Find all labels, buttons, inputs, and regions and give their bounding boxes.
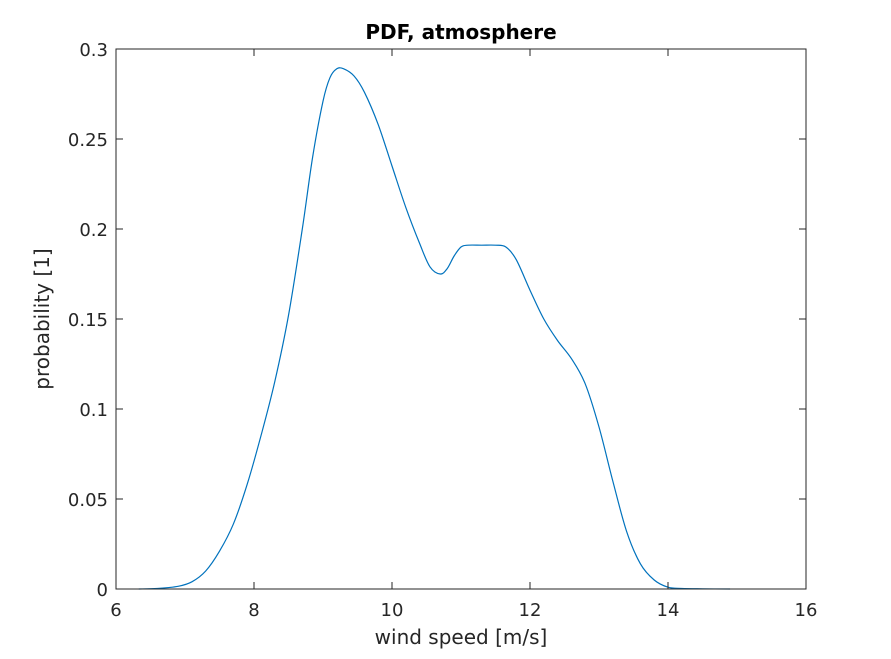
- y-tick-label: 0.25: [68, 130, 108, 151]
- y-tick-label: 0.1: [79, 400, 108, 421]
- x-tick-label: 8: [248, 600, 259, 621]
- y-axis-label: probability [1]: [30, 248, 54, 389]
- x-tick-label: 6: [110, 600, 121, 621]
- y-tick-label: 0.05: [68, 490, 108, 511]
- y-axis-ticks: 0 0.05 0.1 0.15 0.2 0.25 0.3: [68, 40, 806, 601]
- y-tick-label: 0.15: [68, 310, 108, 331]
- y-tick-label: 0.2: [79, 220, 108, 241]
- x-tick-label: 16: [795, 600, 818, 621]
- plot-area: [116, 49, 806, 589]
- y-tick-label: 0: [97, 580, 108, 601]
- curve-layer: [138, 67, 731, 590]
- y-tick-label: 0.3: [79, 40, 108, 61]
- chart-title: PDF, atmosphere: [365, 20, 556, 44]
- x-tick-label: 10: [381, 600, 404, 621]
- x-tick-label: 12: [519, 600, 542, 621]
- series-line-0: [138, 67, 731, 590]
- x-axis-ticks: 6 8 10 12 14 16: [110, 49, 817, 621]
- x-tick-label: 14: [657, 600, 680, 621]
- x-axis-label: wind speed [m/s]: [375, 625, 548, 649]
